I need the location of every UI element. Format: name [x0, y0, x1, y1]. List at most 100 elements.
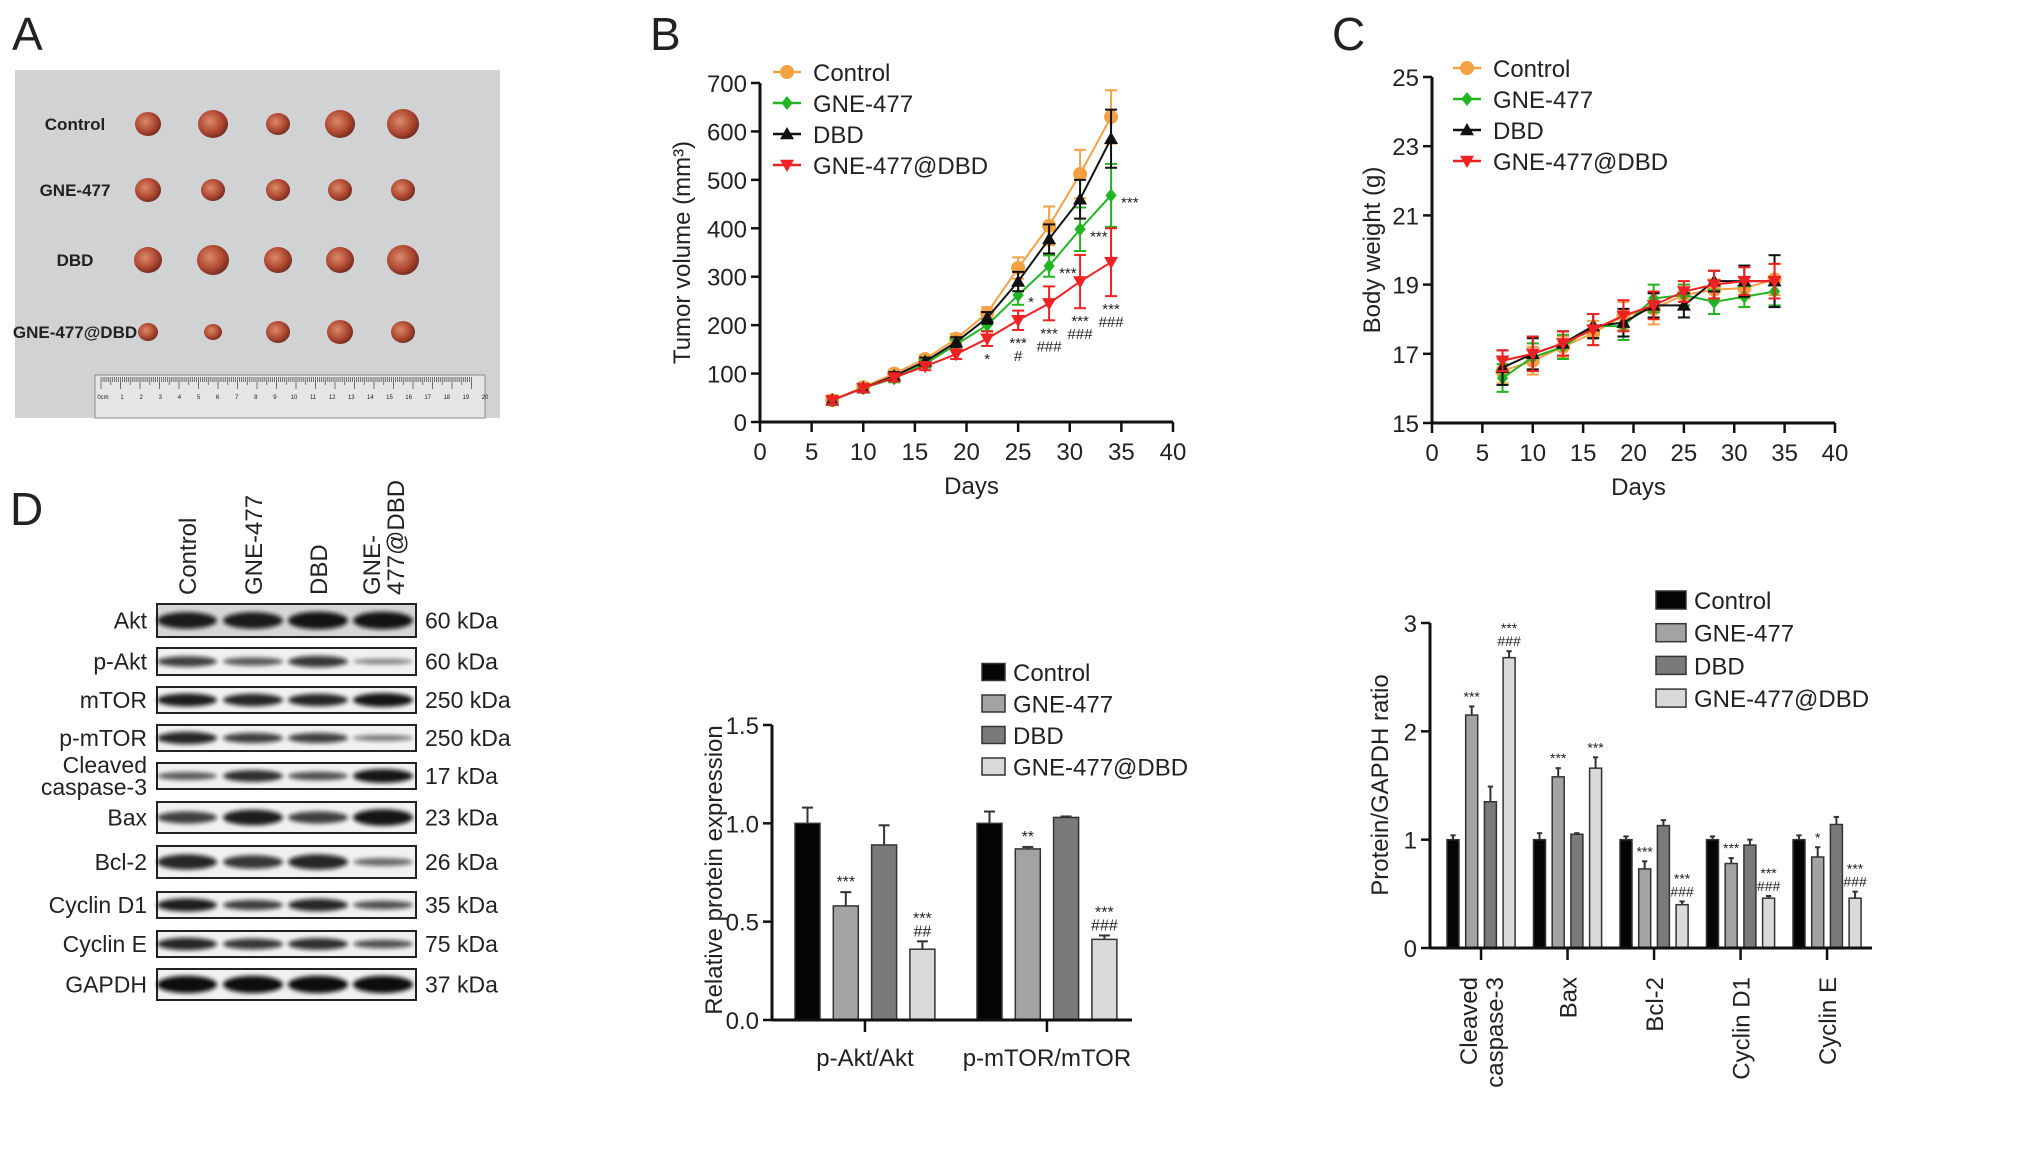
- bar: [1792, 838, 1806, 949]
- significance-annotation: ***: [1550, 750, 1567, 766]
- tumor-specimen: [326, 247, 354, 273]
- triangle-up-marker: [980, 310, 995, 324]
- legend-swatch: [981, 757, 1006, 776]
- ruler-label: 2: [140, 395, 144, 401]
- significance-annotation: ###: [1099, 314, 1125, 331]
- x-tick-label: 20: [1620, 440, 1647, 467]
- legend-label: GNE-477@DBD: [813, 153, 988, 180]
- ruler-label: 12: [329, 395, 336, 401]
- legend-swatch: [1655, 622, 1687, 643]
- significance-annotation: ***: [1847, 861, 1864, 877]
- protein-band: [353, 769, 413, 783]
- legend-label: GNE-477@DBD: [1694, 686, 1869, 713]
- y-tick-label: 25: [1392, 65, 1419, 92]
- category-label: Cyclin E: [1815, 977, 1842, 1065]
- bar: [1656, 824, 1671, 949]
- legend-label: GNE-477: [813, 91, 913, 118]
- tumor-specimen: [327, 320, 353, 344]
- blot-row-cyclin-d1: Cyclin D1 35 kDa: [49, 891, 498, 919]
- tumor-specimen: [387, 245, 419, 275]
- significance-annotation: ***: [1040, 325, 1058, 342]
- x-tick-label: 15: [902, 439, 929, 466]
- bar: [909, 948, 936, 1021]
- molecular-weight-label: 23 kDa: [425, 805, 498, 831]
- bar: [794, 822, 821, 1021]
- legend-label: GNE-477: [1493, 87, 1593, 114]
- bar: [1091, 938, 1118, 1021]
- significance-annotation: ***: [1071, 313, 1089, 330]
- blot-row-akt: Akt 60 kDa: [114, 603, 498, 638]
- category-label: p-mTOR/mTOR: [963, 1045, 1131, 1072]
- significance-annotation: ***: [1587, 739, 1604, 755]
- molecular-weight-label: 26 kDa: [425, 849, 498, 875]
- protein-band: [353, 735, 413, 741]
- x-tick-label: 0: [753, 439, 766, 466]
- triangle-down-marker: [1073, 276, 1088, 289]
- blot-row-label: GAPDH: [65, 972, 147, 998]
- lane-label: DBD: [306, 544, 333, 595]
- x-tick-label: 30: [1721, 440, 1748, 467]
- tumor-specimen: [266, 179, 290, 201]
- significance-annotation: ###: [1037, 338, 1063, 355]
- category-label: Bax: [1556, 977, 1583, 1018]
- series-line: [1502, 278, 1775, 373]
- y-tick-label: 23: [1392, 134, 1419, 161]
- ruler-label: 19: [463, 395, 470, 401]
- triangle-down-marker: [1616, 310, 1631, 323]
- x-tick-label: 0: [1425, 440, 1438, 467]
- ruler-label: 8: [254, 395, 258, 401]
- bar: [832, 905, 860, 1021]
- triangle-down-marker: [1495, 355, 1510, 368]
- bar: [1570, 833, 1584, 949]
- significance-annotation: #: [1014, 348, 1023, 365]
- blot-row-label: Akt: [114, 608, 148, 634]
- triangle-up-marker: [1460, 123, 1474, 136]
- legend-label: DBD: [1493, 118, 1544, 145]
- bar: [1761, 897, 1776, 949]
- blot-row-label: Cyclin D1: [49, 892, 147, 918]
- blot-row-label: Cleaved: [63, 752, 147, 778]
- ruler-label: 16: [405, 395, 412, 401]
- significance-annotation: ***: [1095, 904, 1114, 921]
- legend-swatch: [1655, 688, 1687, 708]
- triangle-down-marker: [1042, 298, 1057, 311]
- y-axis-title: Protein/GAPDH ratio: [1367, 674, 1394, 895]
- molecular-weight-label: 17 kDa: [425, 763, 498, 789]
- protein-band: [288, 854, 348, 870]
- protein-band: [288, 732, 348, 744]
- tumor-specimen: [328, 179, 352, 201]
- x-axis-title: Days: [944, 473, 999, 500]
- protein-band: [157, 693, 217, 707]
- series-line: [831, 194, 1112, 402]
- lane-label: Control: [175, 518, 202, 595]
- y-tick-label: 500: [707, 168, 747, 195]
- legend-swatch: [981, 725, 1006, 745]
- y-tick-label: 21: [1392, 203, 1419, 230]
- protein-band: [157, 898, 217, 912]
- legend-swatch: [1655, 655, 1687, 676]
- bar: [1724, 862, 1738, 949]
- panel-label-a: A: [12, 8, 43, 60]
- bar: [1464, 714, 1479, 949]
- diamond-marker: [781, 96, 793, 110]
- category-label: Cleaved: [1456, 977, 1483, 1065]
- tumor-specimen: [138, 323, 158, 341]
- blot-row-label: caspase-3: [41, 774, 147, 800]
- protein-band: [353, 693, 413, 707]
- legend-label: GNE-477: [1694, 621, 1794, 648]
- y-axis-title: Relative protein expression: [701, 725, 728, 1015]
- category-label: Bcl-2: [1642, 977, 1669, 1032]
- photo-background: [15, 70, 500, 418]
- significance-annotation: ###: [1497, 633, 1521, 649]
- y-tick-label: 0.5: [726, 910, 759, 937]
- triangle-up-marker: [1042, 231, 1057, 245]
- significance-annotation: ***: [1760, 865, 1777, 881]
- protein-band: [223, 855, 283, 869]
- protein-band: [288, 611, 348, 630]
- protein-band: [288, 938, 348, 950]
- y-tick-label: 17: [1392, 342, 1419, 369]
- x-tick-label: 10: [850, 439, 877, 466]
- bar: [1637, 868, 1652, 949]
